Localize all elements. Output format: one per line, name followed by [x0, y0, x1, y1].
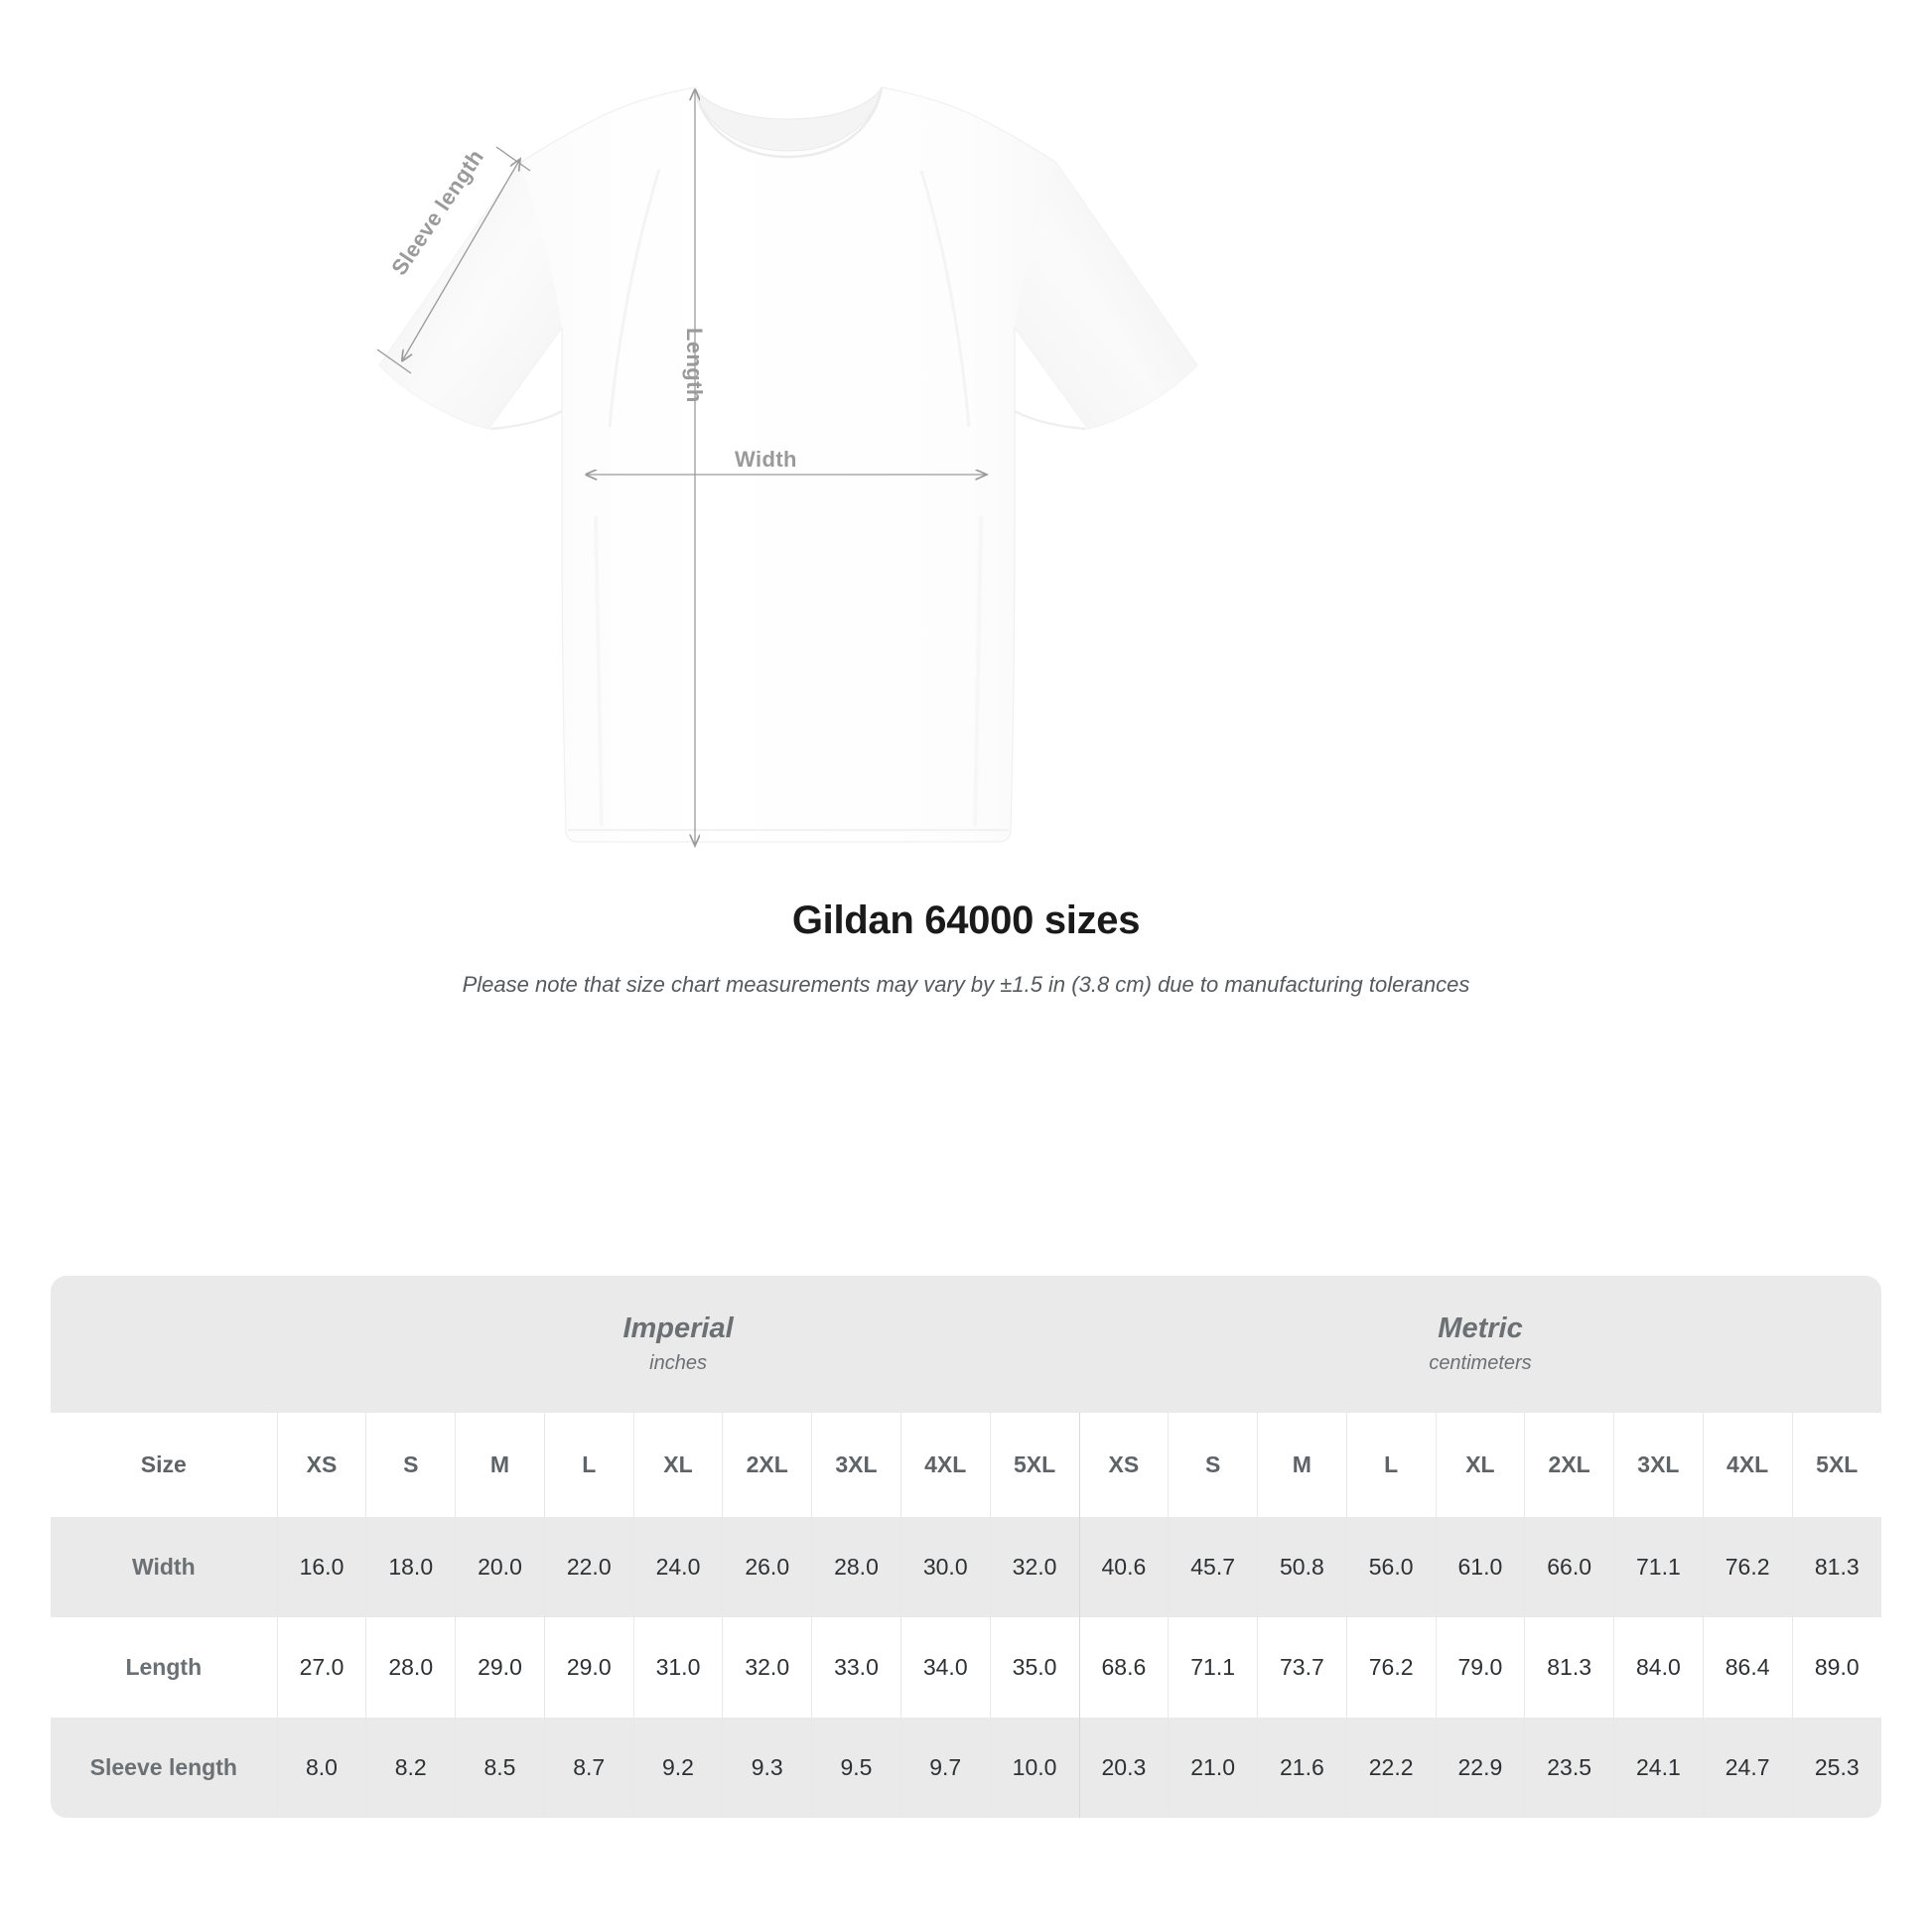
cell-width-imperial-4xl: 30.0 — [899, 1517, 991, 1617]
cell-length-imperial-5xl: 35.0 — [989, 1617, 1080, 1718]
row-label-width: Width — [51, 1517, 278, 1617]
cell-sleeve-metric-xs: 20.3 — [1078, 1718, 1169, 1818]
cell-sleeve-metric-5xl: 25.3 — [1791, 1718, 1881, 1818]
unit-header-metric-name: Metric — [1438, 1311, 1523, 1344]
cell-length-imperial-xs: 27.0 — [276, 1617, 366, 1718]
cell-sleeve-imperial-m: 8.5 — [455, 1718, 545, 1818]
column-header-imperial-2xl: 2XL — [722, 1413, 812, 1517]
cell-width-metric-3xl: 71.1 — [1613, 1517, 1704, 1617]
column-header-metric-s: S — [1168, 1413, 1258, 1517]
cell-sleeve-imperial-5xl: 10.0 — [989, 1718, 1080, 1818]
column-header-imperial-s: S — [365, 1413, 456, 1517]
unit-header-imperial: Imperial inches — [277, 1276, 1080, 1413]
column-header-imperial-3xl: 3XL — [811, 1413, 901, 1517]
title-block: Gildan 64000 sizes Please note that size… — [0, 898, 1932, 998]
column-header-metric-m: M — [1257, 1413, 1347, 1517]
size-chart-table: Imperial inches Metric centimeters Size … — [51, 1276, 1881, 1818]
cell-sleeve-metric-l: 22.2 — [1345, 1718, 1437, 1818]
cell-length-metric-l: 76.2 — [1345, 1617, 1437, 1718]
cell-width-metric-5xl: 81.3 — [1791, 1517, 1881, 1617]
column-header-metric-xs: XS — [1078, 1413, 1169, 1517]
cell-sleeve-imperial-l: 8.7 — [543, 1718, 634, 1818]
unit-header-metric: Metric centimeters — [1079, 1276, 1881, 1413]
cell-length-imperial-s: 28.0 — [365, 1617, 456, 1718]
cell-sleeve-imperial-xs: 8.0 — [276, 1718, 366, 1818]
table-row-length: Length 27.0 28.0 29.0 29.0 31.0 32.0 33.… — [51, 1617, 1881, 1718]
cell-length-metric-s: 71.1 — [1168, 1617, 1258, 1718]
cell-sleeve-metric-4xl: 24.7 — [1702, 1718, 1793, 1818]
size-header-row: Size XS S M L XL 2XL 3XL 4XL 5XL XS S M … — [51, 1413, 1881, 1517]
unit-system-header-row: Imperial inches Metric centimeters — [51, 1276, 1881, 1413]
unit-header-imperial-unit: inches — [649, 1352, 707, 1375]
cell-sleeve-metric-xl: 22.9 — [1435, 1718, 1525, 1818]
table-row-sleeve-length: Sleeve length 8.0 8.2 8.5 8.7 9.2 9.3 9.… — [51, 1718, 1881, 1818]
cell-width-metric-s: 45.7 — [1168, 1517, 1258, 1617]
cell-length-imperial-xl: 31.0 — [632, 1617, 723, 1718]
column-header-metric-4xl: 4XL — [1702, 1413, 1793, 1517]
cell-sleeve-imperial-4xl: 9.7 — [899, 1718, 991, 1818]
cell-width-metric-2xl: 66.0 — [1524, 1517, 1614, 1617]
cell-length-imperial-3xl: 33.0 — [811, 1617, 901, 1718]
unit-header-metric-unit: centimeters — [1429, 1352, 1532, 1375]
cell-sleeve-imperial-3xl: 9.5 — [811, 1718, 901, 1818]
cell-length-metric-3xl: 84.0 — [1613, 1617, 1704, 1718]
column-header-imperial-xl: XL — [632, 1413, 723, 1517]
width-dimension-label: Width — [735, 447, 797, 472]
cell-length-metric-2xl: 81.3 — [1524, 1617, 1614, 1718]
cell-width-imperial-l: 22.0 — [543, 1517, 634, 1617]
cell-width-metric-4xl: 76.2 — [1702, 1517, 1793, 1617]
column-header-imperial-5xl: 5XL — [989, 1413, 1080, 1517]
column-header-metric-2xl: 2XL — [1524, 1413, 1614, 1517]
unit-header-imperial-name: Imperial — [622, 1311, 734, 1344]
cell-sleeve-imperial-2xl: 9.3 — [722, 1718, 812, 1818]
column-header-imperial-l: L — [543, 1413, 634, 1517]
cell-length-metric-5xl: 89.0 — [1791, 1617, 1881, 1718]
page-title: Gildan 64000 sizes — [791, 898, 1141, 942]
length-dimension-label: Length — [682, 328, 707, 403]
cell-width-imperial-s: 18.0 — [365, 1517, 456, 1617]
column-header-size: Size — [51, 1413, 278, 1517]
cell-sleeve-metric-3xl: 24.1 — [1613, 1718, 1704, 1818]
cell-width-imperial-2xl: 26.0 — [722, 1517, 812, 1617]
cell-sleeve-metric-2xl: 23.5 — [1524, 1718, 1614, 1818]
cell-length-imperial-4xl: 34.0 — [899, 1617, 991, 1718]
cell-length-metric-xs: 68.6 — [1078, 1617, 1169, 1718]
tshirt-illustration — [376, 86, 1198, 894]
column-header-imperial-xs: XS — [276, 1413, 366, 1517]
column-header-metric-xl: XL — [1435, 1413, 1525, 1517]
column-header-metric-l: L — [1345, 1413, 1437, 1517]
cell-width-metric-xs: 40.6 — [1078, 1517, 1169, 1617]
row-label-sleeve-length: Sleeve length — [51, 1718, 278, 1818]
cell-length-imperial-l: 29.0 — [543, 1617, 634, 1718]
cell-length-metric-m: 73.7 — [1257, 1617, 1347, 1718]
cell-sleeve-imperial-s: 8.2 — [365, 1718, 456, 1818]
cell-sleeve-metric-s: 21.0 — [1168, 1718, 1258, 1818]
cell-width-metric-xl: 61.0 — [1435, 1517, 1525, 1617]
unit-header-spacer — [51, 1276, 278, 1413]
cell-sleeve-metric-m: 21.6 — [1257, 1718, 1347, 1818]
cell-length-imperial-m: 29.0 — [455, 1617, 545, 1718]
cell-width-imperial-3xl: 28.0 — [811, 1517, 901, 1617]
cell-width-imperial-m: 20.0 — [455, 1517, 545, 1617]
sleeve-guide-line — [376, 146, 531, 374]
cell-width-metric-l: 56.0 — [1345, 1517, 1437, 1617]
size-chart-table-container: Imperial inches Metric centimeters Size … — [51, 1276, 1881, 1818]
column-header-metric-3xl: 3XL — [1613, 1413, 1704, 1517]
cell-width-imperial-xl: 24.0 — [632, 1517, 723, 1617]
cell-length-metric-4xl: 86.4 — [1702, 1617, 1793, 1718]
cell-length-imperial-2xl: 32.0 — [722, 1617, 812, 1718]
tshirt-diagram-panel: Sleeve length Length Width — [0, 0, 1932, 894]
row-label-length: Length — [51, 1617, 278, 1718]
column-header-metric-5xl: 5XL — [1791, 1413, 1881, 1517]
column-header-imperial-m: M — [455, 1413, 545, 1517]
cell-length-metric-xl: 79.0 — [1435, 1617, 1525, 1718]
cell-width-imperial-xs: 16.0 — [276, 1517, 366, 1617]
page-subtitle: Please note that size chart measurements… — [462, 972, 1470, 997]
column-header-imperial-4xl: 4XL — [899, 1413, 991, 1517]
cell-width-imperial-5xl: 32.0 — [989, 1517, 1080, 1617]
cell-width-metric-m: 50.8 — [1257, 1517, 1347, 1617]
cell-sleeve-imperial-xl: 9.2 — [632, 1718, 723, 1818]
table-row-width: Width 16.0 18.0 20.0 22.0 24.0 26.0 28.0… — [51, 1517, 1881, 1617]
